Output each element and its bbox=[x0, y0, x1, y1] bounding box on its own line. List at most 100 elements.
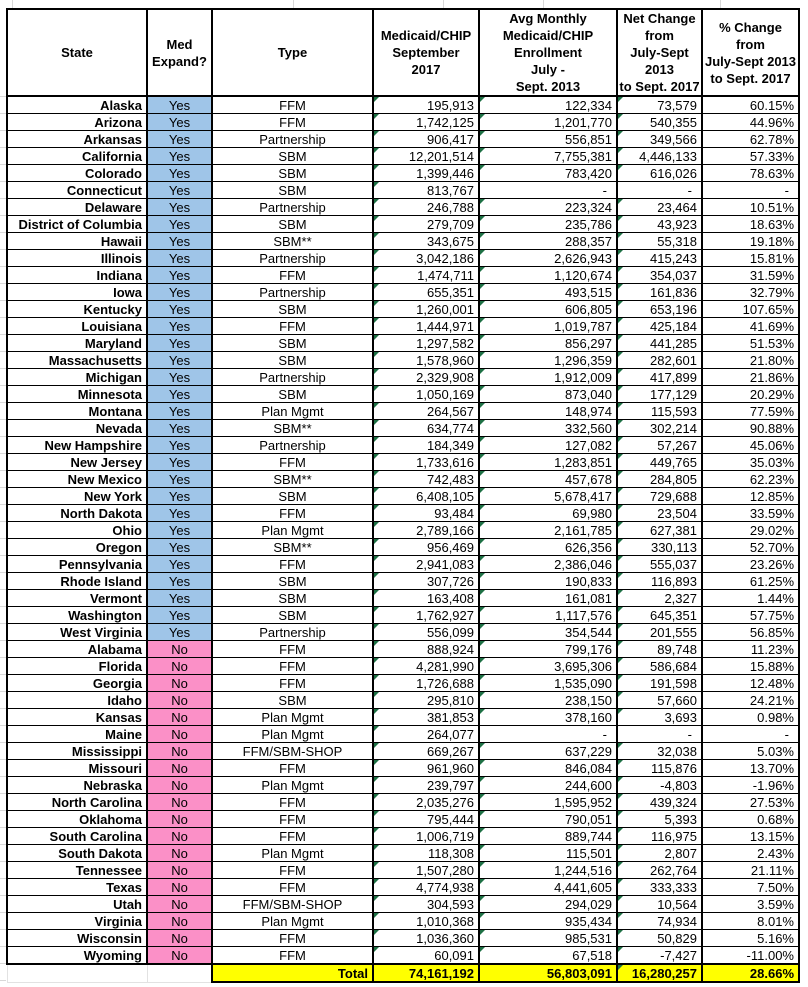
med-expand-cell[interactable]: No bbox=[146, 844, 213, 862]
avg-2013-cell[interactable]: 1,120,674 bbox=[478, 266, 618, 284]
avg-2013-cell[interactable]: 935,434 bbox=[478, 912, 618, 930]
empty-cell[interactable] bbox=[146, 964, 212, 983]
med-expand-cell[interactable]: No bbox=[146, 878, 213, 896]
type-cell[interactable]: FFM bbox=[211, 810, 374, 828]
type-cell[interactable]: SBM bbox=[211, 351, 374, 369]
med-expand-cell[interactable]: Yes bbox=[146, 419, 213, 437]
type-cell[interactable]: FFM bbox=[211, 640, 374, 658]
avg-2013-cell[interactable]: 161,081 bbox=[478, 589, 618, 607]
sept-2017-cell[interactable]: 3,042,186 bbox=[372, 249, 480, 267]
avg-2013-cell[interactable]: 637,229 bbox=[478, 742, 618, 760]
avg-2013-cell[interactable]: 244,600 bbox=[478, 776, 618, 794]
med-expand-cell[interactable]: Yes bbox=[146, 249, 213, 267]
sept-2017-cell[interactable]: 6,408,105 bbox=[372, 487, 480, 505]
net-change-cell[interactable]: 645,351 bbox=[616, 606, 703, 624]
pct-change-cell[interactable]: 52.70% bbox=[701, 538, 800, 556]
avg-2013-cell[interactable]: 1,244,516 bbox=[478, 861, 618, 879]
type-cell[interactable]: Plan Mgmt bbox=[211, 402, 374, 420]
state-cell[interactable]: South Dakota bbox=[6, 844, 148, 862]
net-change-cell[interactable]: 349,566 bbox=[616, 130, 703, 148]
net-change-cell[interactable]: 417,899 bbox=[616, 368, 703, 386]
avg-2013-cell[interactable]: 985,531 bbox=[478, 929, 618, 947]
sept-2017-cell[interactable]: 1,010,368 bbox=[372, 912, 480, 930]
avg-2013-cell[interactable]: 1,201,770 bbox=[478, 113, 618, 131]
sept-2017-cell[interactable]: 1,733,616 bbox=[372, 453, 480, 471]
med-expand-cell[interactable]: Yes bbox=[146, 198, 213, 216]
net-change-cell[interactable]: 439,324 bbox=[616, 793, 703, 811]
med-expand-cell[interactable]: No bbox=[146, 640, 213, 658]
state-cell[interactable]: West Virginia bbox=[6, 623, 148, 641]
total-label-cell[interactable]: Total bbox=[211, 963, 374, 983]
avg-2013-cell[interactable]: 799,176 bbox=[478, 640, 618, 658]
sept-2017-cell[interactable]: 195,913 bbox=[372, 95, 480, 114]
type-cell[interactable]: SBM bbox=[211, 691, 374, 709]
type-cell[interactable]: FFM bbox=[211, 555, 374, 573]
state-cell[interactable]: Colorado bbox=[6, 164, 148, 182]
type-cell[interactable]: FFM/SBM-SHOP bbox=[211, 742, 374, 760]
avg-2013-cell[interactable]: 122,334 bbox=[478, 95, 618, 114]
net-change-cell[interactable]: - bbox=[616, 181, 703, 199]
med-expand-cell[interactable]: Yes bbox=[146, 402, 213, 420]
avg-2013-cell[interactable]: 493,515 bbox=[478, 283, 618, 301]
type-cell[interactable]: SBM bbox=[211, 215, 374, 233]
sept-2017-cell[interactable]: 1,006,719 bbox=[372, 827, 480, 845]
pct-change-cell[interactable]: 56.85% bbox=[701, 623, 800, 641]
med-expand-cell[interactable]: Yes bbox=[146, 572, 213, 590]
avg-2013-cell[interactable]: 67,518 bbox=[478, 946, 618, 965]
pct-change-cell[interactable]: 33.59% bbox=[701, 504, 800, 522]
med-expand-cell[interactable]: Yes bbox=[146, 453, 213, 471]
net-change-cell[interactable]: 116,893 bbox=[616, 572, 703, 590]
avg-2013-cell[interactable]: 1,019,787 bbox=[478, 317, 618, 335]
state-cell[interactable]: Wisconsin bbox=[6, 929, 148, 947]
net-change-cell[interactable]: 57,267 bbox=[616, 436, 703, 454]
pct-change-cell[interactable]: 57.75% bbox=[701, 606, 800, 624]
med-expand-cell[interactable]: Yes bbox=[146, 317, 213, 335]
net-change-cell[interactable]: 10,564 bbox=[616, 895, 703, 913]
med-expand-cell[interactable]: Yes bbox=[146, 436, 213, 454]
avg-2013-cell[interactable]: 1,912,009 bbox=[478, 368, 618, 386]
net-change-cell[interactable]: 23,464 bbox=[616, 198, 703, 216]
sept-2017-cell[interactable]: 888,924 bbox=[372, 640, 480, 658]
med-expand-cell[interactable]: No bbox=[146, 946, 213, 965]
avg-2013-cell[interactable]: 332,560 bbox=[478, 419, 618, 437]
pct-change-cell[interactable]: 44.96% bbox=[701, 113, 800, 131]
total-pct-change-cell[interactable]: 28.66% bbox=[701, 963, 800, 983]
avg-2013-cell[interactable]: 378,160 bbox=[478, 708, 618, 726]
pct-change-cell[interactable]: 62.78% bbox=[701, 130, 800, 148]
pct-change-cell[interactable]: - bbox=[701, 725, 800, 743]
net-change-cell[interactable]: -4,803 bbox=[616, 776, 703, 794]
type-cell[interactable]: Plan Mgmt bbox=[211, 844, 374, 862]
sept-2017-cell[interactable]: 1,507,280 bbox=[372, 861, 480, 879]
sept-2017-cell[interactable]: 4,774,938 bbox=[372, 878, 480, 896]
med-expand-cell[interactable]: No bbox=[146, 708, 213, 726]
pct-change-cell[interactable]: 5.03% bbox=[701, 742, 800, 760]
pct-change-cell[interactable]: 20.29% bbox=[701, 385, 800, 403]
pct-change-cell[interactable]: 0.68% bbox=[701, 810, 800, 828]
pct-change-cell[interactable]: 107.65% bbox=[701, 300, 800, 318]
pct-change-cell[interactable]: 62.23% bbox=[701, 470, 800, 488]
pct-change-cell[interactable]: 31.59% bbox=[701, 266, 800, 284]
type-cell[interactable]: FFM bbox=[211, 946, 374, 965]
pct-change-cell[interactable]: 90.88% bbox=[701, 419, 800, 437]
net-change-cell[interactable]: 449,765 bbox=[616, 453, 703, 471]
net-change-cell[interactable]: 415,243 bbox=[616, 249, 703, 267]
type-cell[interactable]: FFM bbox=[211, 266, 374, 284]
med-expand-cell[interactable]: Yes bbox=[146, 385, 213, 403]
avg-2013-cell[interactable]: 1,296,359 bbox=[478, 351, 618, 369]
col-header-type[interactable]: Type bbox=[211, 8, 374, 97]
pct-change-cell[interactable]: 13.70% bbox=[701, 759, 800, 777]
type-cell[interactable]: Partnership bbox=[211, 436, 374, 454]
med-expand-cell[interactable]: Yes bbox=[146, 266, 213, 284]
type-cell[interactable]: FFM bbox=[211, 317, 374, 335]
pct-change-cell[interactable]: 8.01% bbox=[701, 912, 800, 930]
avg-2013-cell[interactable]: - bbox=[478, 181, 618, 199]
avg-2013-cell[interactable]: 354,544 bbox=[478, 623, 618, 641]
net-change-cell[interactable]: 74,934 bbox=[616, 912, 703, 930]
state-cell[interactable]: Rhode Island bbox=[6, 572, 148, 590]
type-cell[interactable]: Partnership bbox=[211, 249, 374, 267]
net-change-cell[interactable]: 2,327 bbox=[616, 589, 703, 607]
type-cell[interactable]: SBM bbox=[211, 334, 374, 352]
pct-change-cell[interactable]: 0.98% bbox=[701, 708, 800, 726]
state-cell[interactable]: New York bbox=[6, 487, 148, 505]
type-cell[interactable]: SBM** bbox=[211, 538, 374, 556]
